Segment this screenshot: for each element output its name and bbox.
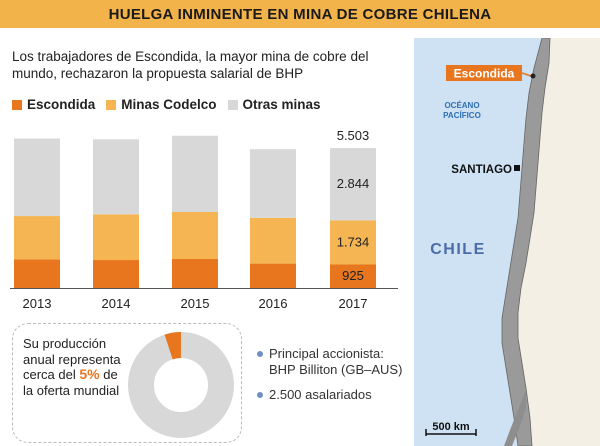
bar-segment-codelco — [172, 211, 218, 260]
bar-segment-escondida — [250, 263, 296, 288]
legend-swatch-otras — [227, 99, 238, 110]
title-banner: HUELGA INMINENTE EN MINA DE COBRE CHILEN… — [0, 0, 600, 28]
bar-segment-otras — [14, 138, 60, 217]
share-donut — [128, 332, 234, 438]
stacked-bar-chart: 2013 2014 2015 2016 2017 925 1.734 2.844 5.503 — [10, 128, 398, 311]
bar-segment-otras — [250, 149, 296, 218]
bar-segment-codelco — [330, 220, 376, 265]
legend-swatch-codelco — [106, 99, 117, 110]
chile-map: Escondida OCÉANO PACÍFICO SANTIAGO CHILE… — [414, 38, 600, 446]
chile-islands — [504, 390, 526, 446]
bar-segment-escondida — [172, 259, 218, 288]
ocean-label-1: OCÉANO — [444, 101, 479, 110]
bar-segment-otras — [172, 135, 218, 212]
bar-segment-codelco — [14, 216, 60, 260]
escondida-label: Escondida — [454, 67, 515, 81]
country-label: CHILE — [430, 241, 486, 258]
bar-segment-otras — [330, 148, 376, 221]
x-tick-label: 2017 — [339, 296, 368, 311]
fact-text: 2.500 asalariados — [269, 387, 372, 402]
legend-item-codelco: Minas Codelco — [106, 97, 217, 112]
donut-rest-slice — [128, 332, 234, 438]
page-title: HUELGA INMINENTE EN MINA DE COBRE CHILEN… — [108, 5, 492, 23]
production-share-text: Su producción anual representa cerca del… — [23, 336, 131, 398]
bar-segment-escondida — [14, 259, 60, 288]
bar-segment-codelco — [250, 217, 296, 264]
fact-item: 2.500 asalariados — [257, 387, 407, 403]
bullet-icon — [257, 351, 263, 357]
chart-legend: Escondida Minas Codelco Otras minas — [12, 97, 332, 112]
bar-segment-escondida — [330, 264, 376, 288]
legend-label-escondida: Escondida — [27, 97, 96, 112]
legend-item-otras: Otras minas — [227, 97, 321, 112]
ocean-label-2: PACÍFICO — [443, 111, 481, 120]
fact-item: Principal accionista: BHP Billiton (GB–A… — [257, 346, 407, 377]
bar-segment-codelco — [93, 214, 139, 261]
x-tick-label: 2015 — [181, 296, 210, 311]
x-tick-label: 2014 — [102, 296, 131, 311]
share-text-before: Su producción anual representa cerca del — [23, 336, 121, 382]
bullet-icon — [257, 392, 263, 398]
escondida-marker — [530, 73, 536, 79]
x-tick-label: 2016 — [259, 296, 288, 311]
share-percent: 5% — [79, 366, 100, 382]
escondida-label-box — [446, 65, 522, 81]
share-text-after: de la oferta mundial — [23, 367, 120, 398]
x-tick-label: 2013 — [23, 296, 52, 311]
fact-text: Principal accionista: BHP Billiton (GB–A… — [269, 346, 403, 377]
legend-swatch-escondida — [12, 99, 22, 110]
chile-territory — [501, 38, 551, 446]
santiago-label: SANTIAGO — [451, 164, 512, 176]
santiago-marker — [514, 165, 520, 171]
bar-segment-escondida — [93, 260, 139, 288]
data-label-total: 5.503 — [337, 128, 370, 143]
data-label-otras: 2.844 — [337, 176, 370, 191]
legend-label-otras: Otras minas — [242, 97, 321, 112]
legend-label-codelco: Minas Codelco — [121, 97, 217, 112]
production-share-box: Su producción anual representa cerca del… — [12, 323, 242, 443]
bar-segment-otras — [93, 139, 139, 215]
escondida-pointer — [521, 72, 532, 77]
data-label-codelco: 1.734 — [337, 234, 370, 249]
intro-text: Los trabajadores de Escondida, la mayor … — [12, 49, 369, 81]
legend-item-escondida: Escondida — [12, 97, 95, 112]
facts-list: Principal accionista: BHP Billiton (GB–A… — [257, 346, 407, 413]
data-label-escondida: 925 — [342, 268, 364, 283]
scale-label: 500 km — [432, 421, 470, 433]
